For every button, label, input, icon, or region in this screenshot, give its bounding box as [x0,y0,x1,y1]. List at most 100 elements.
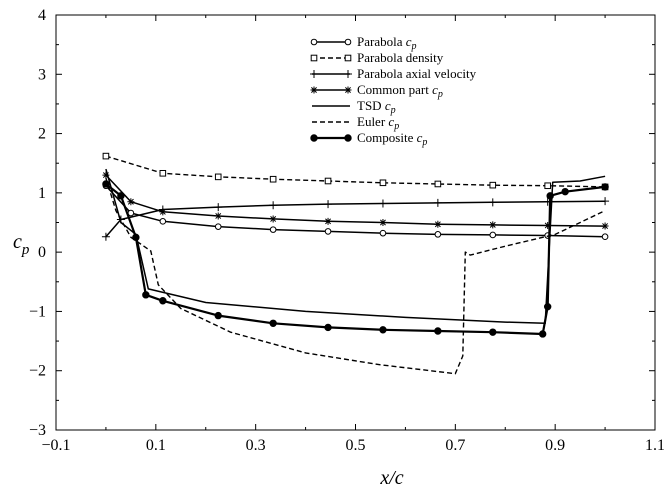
legend-marker [310,70,318,78]
series-4 [105,168,606,325]
data-point [489,181,497,189]
legend-label: TSD cp [357,98,396,116]
legend-item: TSD cp [312,98,396,116]
legend-marker [310,134,318,142]
data-point [159,218,167,225]
data-point [544,221,552,229]
series-5 [105,177,606,375]
y-tick-label: 2 [38,126,46,143]
data-point [379,179,387,187]
legend-label: Parabola axial velocity [357,66,477,81]
data-point [434,327,442,335]
data-point [127,198,135,206]
data-point [324,323,332,332]
data-point [214,212,222,220]
y-tick-label: −1 [29,303,46,320]
data-point [269,175,277,183]
series-line [105,177,606,375]
series-3 [102,171,609,230]
data-point [543,302,552,311]
data-point [117,192,125,200]
y-tick-label: 4 [38,7,46,24]
y-tick-label: 0 [38,244,46,261]
series-line [105,183,606,336]
data-point [101,232,110,241]
x-tick-label: 0.1 [146,437,166,454]
x-axis-label: x/c [379,467,403,489]
data-point [489,231,497,239]
legend-marker [310,38,318,46]
series-1 [102,152,609,191]
data-point [324,177,332,185]
data-point [489,221,497,229]
legend-marker [344,38,352,46]
data-point [324,228,332,235]
legend-label: Parabola density [357,50,444,65]
y-tick-label: 3 [38,66,46,83]
series-line [105,168,606,325]
data-point [379,229,387,237]
data-point [102,152,110,160]
data-point [538,330,547,338]
series-6 [102,180,609,338]
data-point [214,311,222,320]
data-point [102,171,110,179]
x-tick-label: 0.3 [246,437,266,454]
data-point [214,203,223,212]
series-line [105,200,606,238]
x-tick-label: 0.7 [445,437,465,454]
data-point [159,169,167,177]
data-point [269,215,277,223]
data-point [324,217,332,225]
legend-item: Parabola cp [310,34,417,52]
data-point [378,199,387,208]
series-0 [102,182,609,241]
legend-item: Euler cp [312,114,399,132]
data-point [159,297,167,305]
legend-label: Euler cp [357,114,399,132]
x-tick-label: −0.1 [41,437,70,454]
data-point [132,233,140,242]
series-line [105,155,606,188]
legend-marker [344,134,352,142]
legend-marker [344,70,352,78]
x-tick-label: 1.1 [645,437,664,454]
y-tick-label: 1 [38,185,46,202]
data-point [546,192,554,200]
data-point [379,326,387,334]
x-tick-label: 0.9 [545,437,565,454]
legend-item: Parabola density [310,50,444,65]
data-point [214,223,222,230]
legend-label: Common part cp [357,82,443,100]
data-point [434,220,442,228]
legend-marker [310,86,318,94]
legend-marker [344,86,352,94]
data-point [544,182,551,190]
axes: −0.1 0.1 0.3 0.5 0.7 0.9 1.1 −3 −2 −1 0 1 2 3 4 cp [13,7,664,454]
series-line [105,185,606,238]
data-point [214,173,222,181]
y-tick-label: −3 [29,422,46,439]
data-point [102,180,110,188]
data-point [434,231,442,238]
plot-area [101,152,610,375]
data-point [561,187,569,196]
legend-label: Parabola cp [357,34,417,52]
data-point [269,201,278,210]
legend-marker [310,54,318,62]
data-point [433,198,442,207]
data-point [324,200,333,209]
data-point [601,183,609,191]
data-point [379,219,387,226]
data-point [269,226,277,233]
x-tick-label: 0.5 [346,437,366,454]
data-point [489,328,497,336]
data-point [269,319,277,327]
y-tick-label: −2 [29,363,46,380]
data-point [434,180,442,188]
legend-item: Composite cp [310,130,427,148]
data-point [142,291,150,299]
series-2 [101,197,610,241]
